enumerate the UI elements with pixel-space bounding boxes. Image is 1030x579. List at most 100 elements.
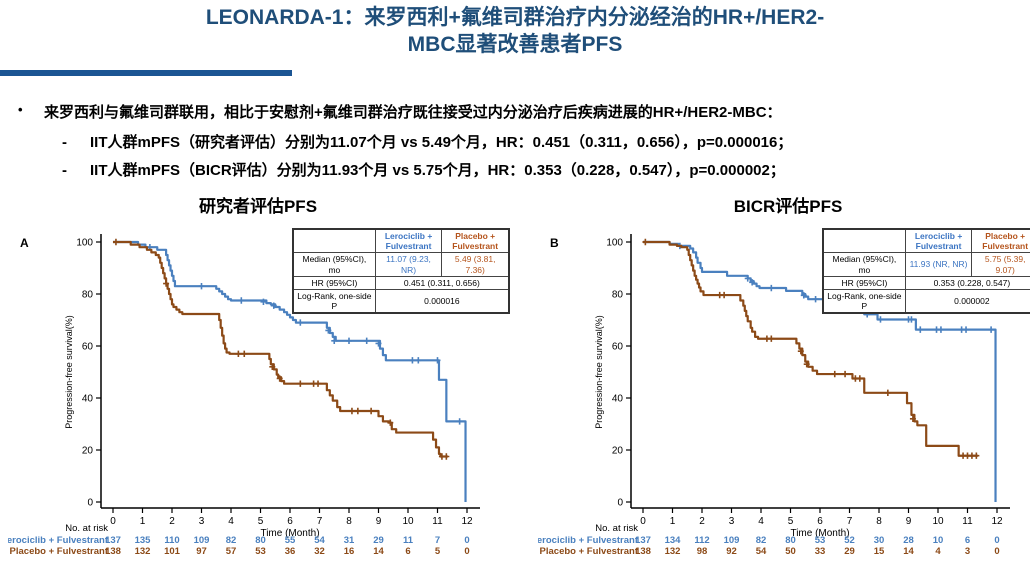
risk-count: 0 <box>464 546 469 557</box>
risk-count: 138 <box>635 546 651 557</box>
risk-count: 3 <box>965 546 970 557</box>
risk-count: 110 <box>164 535 179 546</box>
censor-mark <box>768 284 775 292</box>
stats-logrank-value: 0.000016 <box>374 288 510 314</box>
risk-count: 135 <box>135 535 152 546</box>
bullet-sub1-text: IIT人群mPFS（研究者评估）分别为11.07个月 vs 5.49个月，HR：… <box>90 134 793 151</box>
bullet-sub2-text: IIT人群mPFS（BICR评估）分别为11.93个月 vs 5.75个月，HR… <box>90 162 785 179</box>
x-tick-label: 4 <box>228 516 234 527</box>
risk-count: 10 <box>933 535 944 546</box>
censor-mark <box>877 316 884 323</box>
censor-mark <box>443 453 450 460</box>
y-tick-label: 40 <box>612 394 624 405</box>
x-axis-label: Time (Month) <box>260 528 319 539</box>
bullet-main: • 来罗西利与氟维司群联用，相比于安慰剂+氟维司群治疗既往接受过内分泌治疗后疾病进… <box>18 101 1018 122</box>
censor-mark <box>270 302 277 309</box>
risk-count: 7 <box>435 535 440 546</box>
censor-mark <box>831 370 838 378</box>
censor-mark <box>315 380 322 387</box>
risk-count: 0 <box>464 535 469 546</box>
risk-count: 132 <box>135 546 151 557</box>
censor-mark <box>241 350 248 357</box>
censor-mark <box>800 292 807 299</box>
stats-blank-cell <box>292 228 376 254</box>
censor-mark <box>325 327 332 334</box>
risk-count: 53 <box>255 546 266 557</box>
risk-count: 109 <box>724 535 740 546</box>
stats-hr-value: 0.451 (0.311, 0.656) <box>374 275 510 290</box>
chart-title-investigator: 研究者评估PFS <box>198 197 318 216</box>
censor-mark <box>297 380 304 387</box>
censor-mark <box>260 298 267 305</box>
y-tick-label: 20 <box>82 446 94 457</box>
censor-mark <box>235 350 242 357</box>
censor-mark <box>856 375 863 382</box>
risk-row-label: Lerociclib + Fulvestrant <box>538 535 639 546</box>
censor-mark <box>917 326 924 333</box>
risk-count: 101 <box>164 546 181 557</box>
x-tick-label: 1 <box>140 516 146 527</box>
km-curve <box>643 240 978 457</box>
bullet-sub1: - IIT人群mPFS（研究者评估）分别为11.07个月 vs 5.49个月，HR… <box>62 131 1002 152</box>
risk-count: 6 <box>405 546 410 557</box>
panel-letter-b: B <box>550 236 559 250</box>
stats-logrank-value: 0.000002 <box>904 288 1030 314</box>
risk-count: 55 <box>285 535 296 546</box>
x-tick-label: 12 <box>991 516 1003 527</box>
stats-row-logrank-label: Log-Rank, one-side P <box>822 288 906 314</box>
slide-title: LEONARDA-1：来罗西利+氟维司群治疗内分泌经治的HR+/HER2- MB… <box>80 4 950 59</box>
y-tick-label: 20 <box>612 446 624 457</box>
censor-mark <box>346 337 352 344</box>
stats-row-hr-label: HR (95%CI) <box>822 275 906 290</box>
stats-col-placebo: Placebo + Fulvestrant <box>971 228 1030 254</box>
risk-count: 33 <box>815 546 826 557</box>
x-tick-label: 1 <box>670 516 676 527</box>
x-tick-label: 6 <box>817 516 823 527</box>
stats-col-lerociclib: Lerociclib + Fulvestrant <box>374 228 443 254</box>
risk-count: 82 <box>226 535 237 546</box>
risk-count: 50 <box>785 546 796 557</box>
y-axis-label: Progression-free survival(%) <box>594 315 604 429</box>
risk-count: 109 <box>194 535 210 546</box>
risk-count: 30 <box>874 535 885 546</box>
risk-row-label: Lerociclib + Fulvestrant <box>8 535 109 546</box>
y-tick-label: 40 <box>82 394 94 405</box>
panel-letter-a: A <box>20 236 29 250</box>
no-at-risk-label: No. at risk <box>65 523 108 534</box>
risk-count: 29 <box>373 535 384 546</box>
chart-panel-investigator: 研究者评估PFS A 0 20 40 60 80 100 0 1 2 3 4 5 6 7 8 9 10 11 12 P… <box>8 192 510 579</box>
bullet-sub2: - IIT人群mPFS（BICR评估）分别为11.93个月 vs 5.75个月，H… <box>62 159 1002 180</box>
risk-count: 138 <box>105 546 121 557</box>
risk-count: 82 <box>756 535 767 546</box>
bullet-main-text: 来罗西利与氟维司群联用，相比于安慰剂+氟维司群治疗既往接受过内分泌治疗后疾病进展… <box>44 104 782 121</box>
censor-mark <box>963 326 970 333</box>
censor-mark <box>456 418 463 425</box>
censor-mark <box>434 357 441 364</box>
risk-count: 80 <box>785 535 796 546</box>
censor-mark <box>973 452 980 459</box>
x-tick-label: 2 <box>169 516 175 527</box>
censor-mark <box>297 319 304 326</box>
censor-mark <box>409 357 416 364</box>
censor-mark <box>937 326 944 333</box>
risk-count: 0 <box>994 535 999 546</box>
y-tick-label: 100 <box>76 238 93 249</box>
x-tick-label: 3 <box>199 516 205 527</box>
x-tick-label: 0 <box>110 516 116 527</box>
censor-mark <box>331 337 338 344</box>
km-curve <box>113 240 467 502</box>
x-tick-label: 3 <box>729 516 735 527</box>
risk-count: 132 <box>665 546 681 557</box>
x-tick-label: 11 <box>962 516 973 527</box>
censor-mark <box>812 296 819 303</box>
stats-table-bicr: Lerociclib + Fulvestrant Placebo + Fulve… <box>822 228 1030 315</box>
x-tick-label: 4 <box>758 516 764 527</box>
stats-median-placebo: 5.75 (5.39, 9.07) <box>971 252 1030 277</box>
km-curve <box>113 240 448 458</box>
censor-mark <box>375 340 382 347</box>
x-tick-label: 5 <box>788 516 794 527</box>
censor-mark <box>163 280 170 287</box>
y-tick-label: 80 <box>612 290 624 301</box>
